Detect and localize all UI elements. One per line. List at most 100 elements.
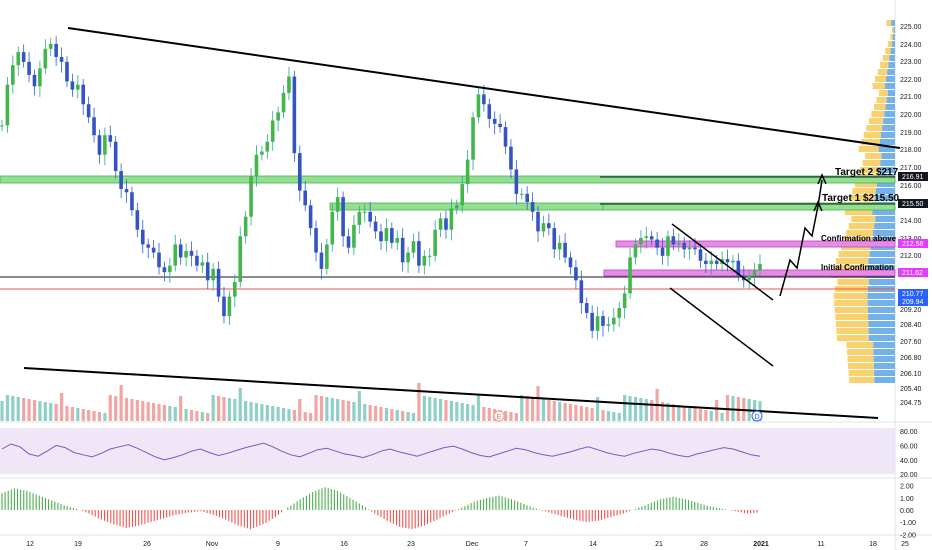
vp-bar-up xyxy=(835,321,869,327)
event-marker-d[interactable]: D xyxy=(751,410,763,422)
volume-bar xyxy=(135,400,139,421)
vp-bar-down xyxy=(879,167,895,173)
wedge-top-line xyxy=(671,223,774,301)
volume-bar xyxy=(184,409,188,421)
volume-bar xyxy=(0,401,4,421)
price-badge: 215.50 xyxy=(898,199,928,208)
volume-bar xyxy=(103,413,107,421)
candle-body xyxy=(205,262,210,281)
volume-bar xyxy=(536,386,540,421)
volume-bar xyxy=(379,407,383,421)
candle-body xyxy=(449,208,454,230)
price-tick: 216.00 xyxy=(900,183,922,190)
vp-bar-down xyxy=(880,160,895,166)
candle-body xyxy=(471,117,475,160)
candle-body xyxy=(5,84,10,126)
vp-bar-down xyxy=(873,363,895,369)
volume-bar xyxy=(633,397,638,421)
volume-bar xyxy=(682,406,686,421)
candle-body xyxy=(362,211,367,213)
time-tick: 14 xyxy=(589,541,597,548)
volume-bar xyxy=(547,400,551,421)
candle-body xyxy=(660,247,665,256)
volume-bar xyxy=(449,401,453,421)
volume-bar xyxy=(698,409,703,421)
candle-body xyxy=(43,48,48,69)
price-tick: 223.00 xyxy=(900,59,922,66)
candle-body xyxy=(297,153,302,191)
label-confirmation-above: Confirmation above xyxy=(821,234,897,243)
vp-bar-up xyxy=(838,251,870,257)
time-tick: 21 xyxy=(655,541,663,548)
volume-bar xyxy=(720,413,724,421)
svg-text:210.77: 210.77 xyxy=(902,291,924,298)
volume-bar xyxy=(731,396,735,421)
vp-bar-down xyxy=(875,188,895,194)
candle-body xyxy=(731,260,735,263)
lower-trendline xyxy=(23,367,879,419)
price-tick: 214.00 xyxy=(900,218,922,225)
time-tick: Dec xyxy=(466,541,479,548)
volume-bar xyxy=(97,412,102,421)
time-tick: Nov xyxy=(206,541,219,548)
event-marker-e[interactable]: E xyxy=(493,410,505,422)
volume-bar xyxy=(16,397,20,421)
vp-bar-down xyxy=(882,125,895,131)
candle-body xyxy=(455,205,459,209)
volume-bar xyxy=(114,396,118,421)
vp-bar-up xyxy=(836,335,869,341)
price-badge: 209.94 xyxy=(898,297,928,306)
volume-bar xyxy=(162,405,167,421)
vp-bar-down xyxy=(869,251,895,257)
volume-bar xyxy=(401,411,405,421)
candle-body xyxy=(503,127,508,147)
candle-body xyxy=(417,241,421,266)
vp-bar-up xyxy=(835,314,869,320)
vp-bar-down xyxy=(879,139,895,145)
vp-bar-down xyxy=(868,258,895,264)
price-badge: 211.62 xyxy=(898,268,928,277)
svg-text:212.58: 212.58 xyxy=(902,241,924,248)
candle-body xyxy=(113,141,118,172)
candle-body xyxy=(184,250,188,258)
volume-bar xyxy=(260,404,264,421)
candle-body xyxy=(59,56,64,62)
candle-body xyxy=(557,242,562,250)
candle-body xyxy=(525,193,529,203)
candle-body xyxy=(492,118,497,124)
candle-body xyxy=(395,237,400,243)
vp-bar-up xyxy=(872,83,885,89)
volume-bar xyxy=(715,400,719,421)
volume-bar xyxy=(601,410,605,421)
candle-body xyxy=(698,249,703,261)
vp-bar-up xyxy=(860,167,880,173)
candle-body xyxy=(65,61,69,82)
candle-body xyxy=(758,263,762,271)
vp-bar-down xyxy=(881,153,895,159)
vp-bar-up xyxy=(846,342,874,348)
macd-tick: 2.00 xyxy=(900,484,914,491)
volume-bar xyxy=(579,406,583,421)
candle-body xyxy=(335,197,340,212)
vp-bar-down xyxy=(893,27,895,33)
candle-body xyxy=(536,211,540,232)
candle-body xyxy=(97,135,102,155)
vp-bar-down xyxy=(869,279,895,285)
arrow-target2 xyxy=(817,173,827,185)
vp-bar-down xyxy=(868,328,895,334)
vp-bar-up xyxy=(890,34,893,40)
candle-body xyxy=(649,236,654,240)
volume-bar xyxy=(612,412,616,421)
candle-body xyxy=(482,94,486,105)
vp-bar-down xyxy=(887,90,895,96)
candle-body xyxy=(16,52,21,66)
candle-body xyxy=(547,223,551,229)
macd-tick: -2.00 xyxy=(900,532,916,539)
candle-body xyxy=(254,154,259,176)
candle-body xyxy=(157,252,161,268)
time-axis[interactable]: 12 19 26 Nov 9 16 23 Dec 7 14 21 28 2021 11 18 25 xyxy=(26,541,909,548)
volume-bar xyxy=(671,404,675,421)
volume-bar xyxy=(211,395,215,421)
